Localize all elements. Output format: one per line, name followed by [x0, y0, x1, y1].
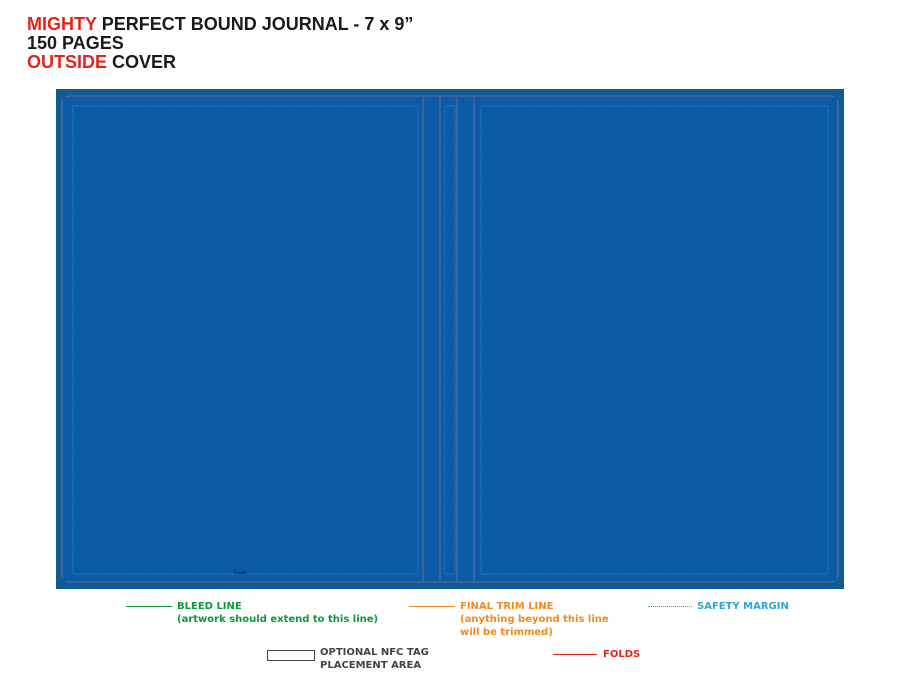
- folds-title: FOLDS: [603, 649, 641, 660]
- trim-outline: [61, 95, 839, 583]
- legend-nfc-tag: OPTIONAL NFC TAG PLACEMENT AREA: [267, 646, 437, 674]
- title-highlight: MIGHTY: [27, 14, 97, 34]
- folds-sample: [553, 654, 597, 655]
- cover-side-highlight: OUTSIDE: [27, 52, 108, 72]
- front-safety-margin: [480, 105, 829, 575]
- nfc-tag-title-2: PLACEMENT AREA: [320, 660, 422, 671]
- legend-bleed-line: BLEED LINE (artwork should extend to thi…: [126, 600, 378, 628]
- page-header: MIGHTY PERFECT BOUND JOURNAL - 7 x 9” 15…: [27, 15, 413, 72]
- back-safety-margin: [72, 105, 419, 575]
- spine-panel: [424, 97, 473, 581]
- legend-folds: FOLDS: [553, 648, 653, 662]
- nfc-tag-text: OPTIONAL NFC TAG PLACEMENT AREA: [320, 646, 429, 672]
- trim-line-note-1: (anything beyond this line: [460, 614, 609, 625]
- back-cover-panel: [63, 97, 423, 581]
- trim-line-text: FINAL TRIM LINE (anything beyond this li…: [460, 600, 609, 639]
- bleed-line-title: BLEED LINE: [177, 601, 242, 612]
- nfc-tag-title-1: OPTIONAL NFC TAG: [320, 647, 429, 658]
- safety-margin-title: SAFETY MARGIN: [697, 601, 789, 612]
- page-count: 150 PAGES: [27, 33, 124, 53]
- legend-safety-margin: SAFETY MARGIN: [648, 600, 798, 614]
- trim-line-sample: [409, 606, 455, 607]
- legend-final-trim-line: FINAL TRIM LINE (anything beyond this li…: [409, 600, 609, 642]
- bleed-line-text: BLEED LINE (artwork should extend to thi…: [177, 600, 378, 626]
- title-line-3: OUTSIDE COVER: [27, 53, 413, 72]
- trim-line-note-2: will be trimmed): [460, 627, 553, 638]
- front-cover-panel: [474, 97, 837, 581]
- cover-tiny-label: Cover: [234, 570, 247, 576]
- cover-side-text: COVER: [112, 52, 177, 72]
- bleed-line-sample: [126, 606, 172, 607]
- cover-artboard: Cover: [56, 89, 844, 589]
- cover-template: Cover: [56, 89, 844, 589]
- title-line-1: MIGHTY PERFECT BOUND JOURNAL - 7 x 9”: [27, 15, 413, 34]
- title-text: PERFECT BOUND JOURNAL - 7 x 9”: [101, 14, 414, 34]
- safety-margin-sample: [648, 606, 692, 607]
- trim-line-title: FINAL TRIM LINE: [460, 601, 554, 612]
- bleed-line-note: (artwork should extend to this line): [177, 614, 379, 625]
- nfc-tag-sample-box: [267, 650, 315, 661]
- spine-safety-margin: [444, 105, 456, 575]
